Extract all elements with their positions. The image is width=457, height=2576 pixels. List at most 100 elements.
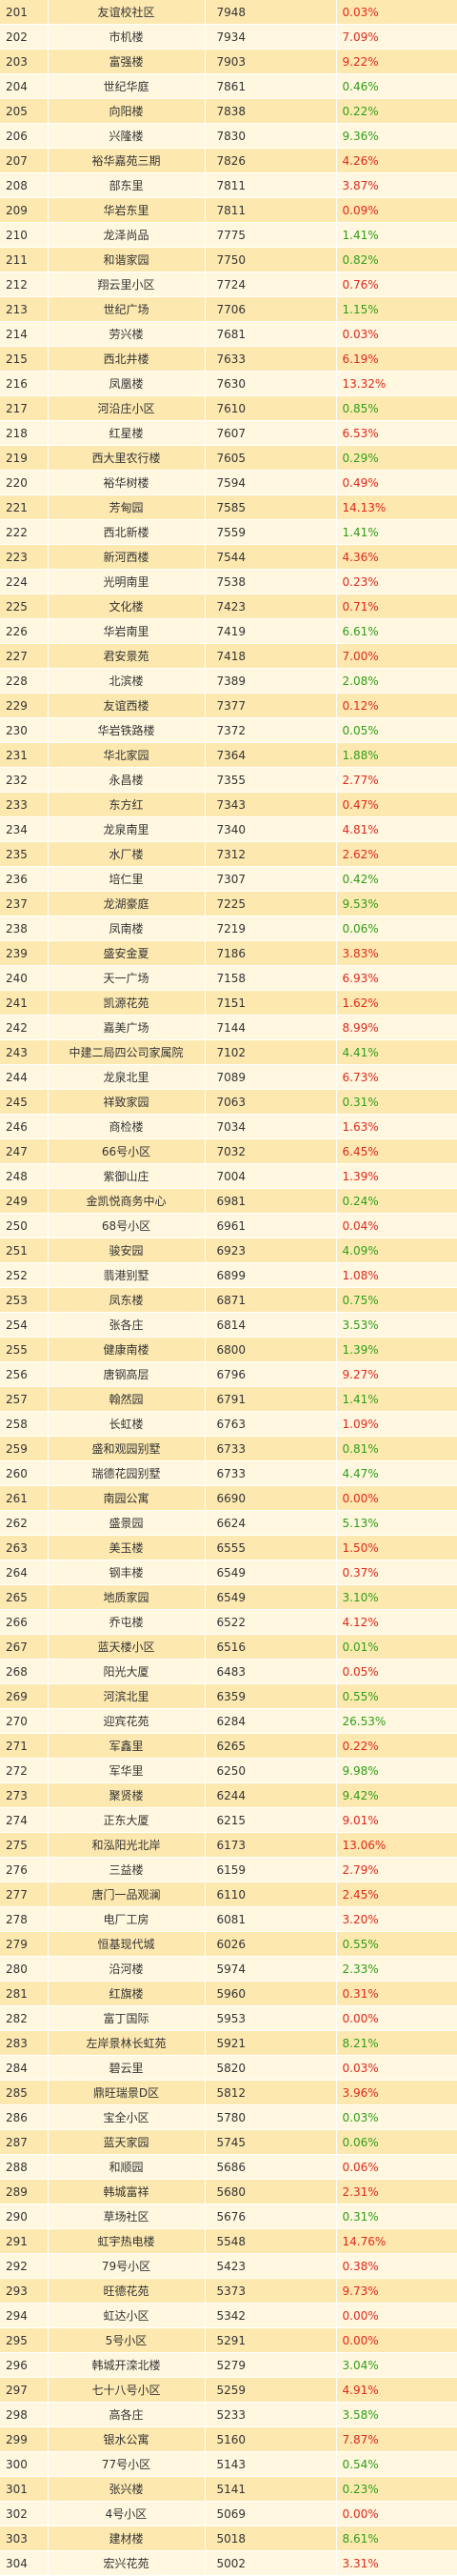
community-name-cell: 北滨楼 — [48, 668, 206, 694]
change-percent-cell: 0.42% — [336, 866, 457, 892]
price-cell: 7607 — [205, 420, 337, 446]
change-percent-cell: 0.05% — [336, 1659, 457, 1684]
community-name-cell: 新河西楼 — [48, 544, 206, 570]
change-percent-cell: 1.08% — [336, 1262, 457, 1288]
table-row: 228 北滨楼 7389 2.08% — [0, 668, 457, 694]
change-percent-cell: 8.99% — [336, 1015, 457, 1040]
price-cell: 5548 — [205, 2228, 337, 2254]
table-row: 299 银水公寓 5160 7.87% — [0, 2426, 457, 2452]
rank-cell: 204 — [0, 73, 49, 99]
change-percent-cell: 0.75% — [336, 1287, 457, 1313]
price-cell: 5745 — [205, 2129, 337, 2155]
change-percent-cell: 3.31% — [336, 2550, 457, 2576]
table-row: 206 兴隆楼 7830 9.36% — [0, 123, 457, 149]
rank-cell: 226 — [0, 618, 49, 644]
table-row: 303 建材楼 5018 8.61% — [0, 2526, 457, 2551]
rank-cell: 238 — [0, 916, 49, 941]
change-percent-cell: 1.41% — [336, 222, 457, 248]
rank-cell: 276 — [0, 1857, 49, 1882]
price-cell: 5780 — [205, 2104, 337, 2130]
rank-cell: 265 — [0, 1584, 49, 1610]
rank-cell: 279 — [0, 1931, 49, 1957]
table-row: 304 宏兴花苑 5002 3.31% — [0, 2550, 457, 2576]
change-percent-cell: 9.73% — [336, 2278, 457, 2304]
price-cell: 6871 — [205, 1287, 337, 1313]
community-name-cell: 旺德花苑 — [48, 2278, 206, 2304]
change-percent-cell: 6.53% — [336, 420, 457, 446]
rank-cell: 272 — [0, 1758, 49, 1783]
community-name-cell: 凤凰楼 — [48, 371, 206, 396]
community-name-cell: 祥致家园 — [48, 1089, 206, 1115]
table-row: 253 凤东楼 6871 0.75% — [0, 1287, 457, 1313]
table-row: 237 龙湖豪庭 7225 9.53% — [0, 891, 457, 916]
table-row: 230 华岩铁路楼 7372 0.05% — [0, 717, 457, 743]
rank-cell: 210 — [0, 222, 49, 248]
table-row: 295 5号小区 5291 0.00% — [0, 2327, 457, 2353]
table-row: 245 祥致家园 7063 0.31% — [0, 1089, 457, 1115]
rank-cell: 263 — [0, 1535, 49, 1560]
change-percent-cell: 0.06% — [336, 2154, 457, 2180]
table-row: 270 迎宾花苑 6284 26.53% — [0, 1708, 457, 1734]
table-row: 262 盛景园 6624 5.13% — [0, 1510, 457, 1536]
rank-cell: 280 — [0, 1956, 49, 1982]
table-row: 231 华北家园 7364 1.88% — [0, 742, 457, 768]
change-percent-cell: 3.83% — [336, 940, 457, 966]
table-row: 289 韩城富祥 5680 2.31% — [0, 2179, 457, 2204]
community-name-cell: 草场社区 — [48, 2204, 206, 2229]
rank-cell: 277 — [0, 1882, 49, 1907]
table-row: 232 永昌楼 7355 2.77% — [0, 767, 457, 793]
change-percent-cell: 4.47% — [336, 1460, 457, 1486]
table-row: 214 劳兴楼 7681 0.03% — [0, 321, 457, 347]
table-row: 292 79号小区 5423 0.38% — [0, 2253, 457, 2279]
price-cell: 6483 — [205, 1659, 337, 1684]
price-cell: 5820 — [205, 2055, 337, 2081]
community-name-cell: 光明南里 — [48, 569, 206, 594]
community-name-cell: 碧云里 — [48, 2055, 206, 2081]
community-name-cell: 盛安金夏 — [48, 940, 206, 966]
table-row: 204 世纪华庭 7861 0.46% — [0, 73, 457, 99]
community-name-cell: 三益楼 — [48, 1857, 206, 1882]
rank-cell: 257 — [0, 1386, 49, 1412]
change-percent-cell: 4.91% — [336, 2377, 457, 2403]
price-cell: 7307 — [205, 866, 337, 892]
community-name-cell: 和顺园 — [48, 2154, 206, 2180]
change-percent-cell: 6.93% — [336, 965, 457, 991]
community-name-cell: 蓝天家园 — [48, 2129, 206, 2155]
price-cell: 7063 — [205, 1089, 337, 1115]
community-name-cell: 龙泉北里 — [48, 1064, 206, 1090]
table-row: 257 翰然园 6791 1.41% — [0, 1386, 457, 1412]
community-name-cell: 翔云里小区 — [48, 272, 206, 297]
rank-cell: 269 — [0, 1683, 49, 1709]
table-row: 202 市机楼 7934 7.09% — [0, 24, 457, 50]
price-cell: 7610 — [205, 395, 337, 421]
price-cell: 7903 — [205, 49, 337, 74]
price-cell: 7032 — [205, 1138, 337, 1164]
community-name-cell: 金凯悦商务中心 — [48, 1188, 206, 1214]
community-name-cell: 中建二局四公司家属院 — [48, 1039, 206, 1065]
community-name-cell: 龙泽尚品 — [48, 222, 206, 248]
rank-cell: 236 — [0, 866, 49, 892]
rank-cell: 282 — [0, 2005, 49, 2031]
community-name-cell: 红旗楼 — [48, 1981, 206, 2006]
rank-cell: 270 — [0, 1708, 49, 1734]
rank-cell: 264 — [0, 1560, 49, 1585]
rank-cell: 232 — [0, 767, 49, 793]
rank-cell: 291 — [0, 2228, 49, 2254]
price-cell: 6250 — [205, 1758, 337, 1783]
rank-cell: 213 — [0, 296, 49, 322]
community-name-cell: 南园公寓 — [48, 1485, 206, 1511]
table-row: 249 金凯悦商务中心 6981 0.24% — [0, 1188, 457, 1214]
price-cell: 7948 — [205, 0, 337, 25]
table-row: 302 4号小区 5069 0.00% — [0, 2501, 457, 2526]
community-name-cell: 芳甸园 — [48, 494, 206, 520]
change-percent-cell: 14.76% — [336, 2228, 457, 2254]
rank-cell: 223 — [0, 544, 49, 570]
change-percent-cell: 26.53% — [336, 1708, 457, 1734]
rank-cell: 293 — [0, 2278, 49, 2304]
change-percent-cell: 4.26% — [336, 148, 457, 173]
change-percent-cell: 0.03% — [336, 2104, 457, 2130]
price-cell: 7544 — [205, 544, 337, 570]
price-cell: 7034 — [205, 1114, 337, 1139]
rank-cell: 303 — [0, 2526, 49, 2551]
price-cell: 6899 — [205, 1262, 337, 1288]
